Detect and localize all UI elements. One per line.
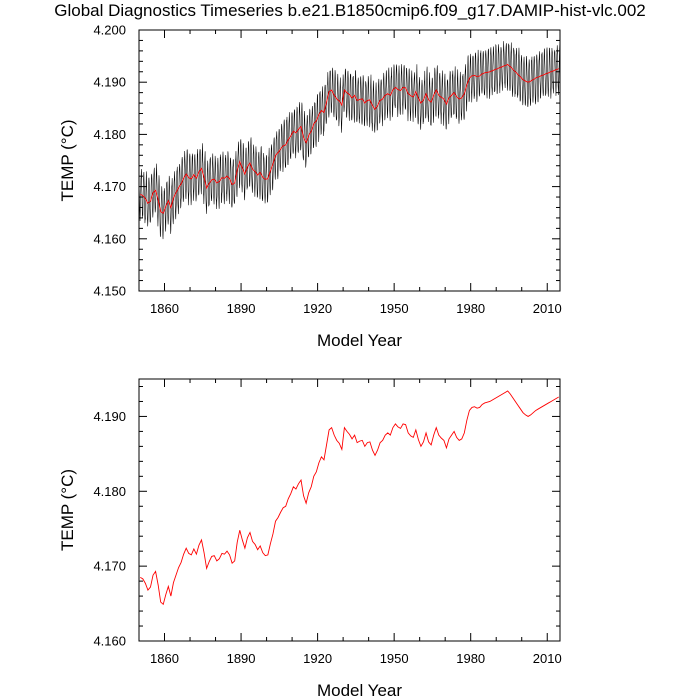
panel-2-x-tick-label: 1980 bbox=[456, 651, 485, 666]
panel-2-x-tick-label: 1950 bbox=[380, 651, 409, 666]
panel-1-x-tick-label: 1890 bbox=[227, 301, 256, 316]
panel-1-x-tick-label: 2010 bbox=[533, 301, 562, 316]
panel-1-x-tick-label: 1860 bbox=[150, 301, 179, 316]
panel-2-x-axis-label: Model Year bbox=[317, 681, 402, 700]
panel-1-x-tick-label: 1980 bbox=[456, 301, 485, 316]
figure-title: Global Diagnostics Timeseries b.e21.B185… bbox=[54, 1, 646, 20]
panel-1-frame bbox=[138, 29, 561, 292]
panel-1-x-tick-label: 1950 bbox=[380, 301, 409, 316]
panel-1-x-tick-label: 1920 bbox=[303, 301, 332, 316]
panel-2-x-tick-label: 1920 bbox=[303, 651, 332, 666]
panel-1-y-tick-label: 4.180 bbox=[93, 127, 126, 142]
panel-2-y-tick-label: 4.160 bbox=[93, 634, 126, 649]
panel-1-y-tick-label: 4.150 bbox=[93, 284, 126, 299]
panel-2-x-tick-label: 2010 bbox=[533, 651, 562, 666]
panel-2-y-axis-label: TEMP (°C) bbox=[58, 469, 77, 551]
panel-2-x-tick-label: 1890 bbox=[227, 651, 256, 666]
panel-2-y-tick-label: 4.180 bbox=[93, 484, 126, 499]
panel-1-y-tick-label: 4.190 bbox=[93, 75, 126, 90]
panel-1-x-axis-label: Model Year bbox=[317, 331, 402, 350]
panel-1-y-tick-label: 4.200 bbox=[93, 23, 126, 38]
panel-2-x-tick-label: 1860 bbox=[150, 651, 179, 666]
panel-2-y-tick-label: 4.170 bbox=[93, 559, 126, 574]
panel-2-y-tick-label: 4.190 bbox=[93, 409, 126, 424]
panel-1-y-tick-label: 4.160 bbox=[93, 231, 126, 246]
panel-2-annual-series-line bbox=[140, 390, 559, 606]
panel-1-monthly-series-line bbox=[138, 41, 561, 240]
panel-1-y-tick-label: 4.170 bbox=[93, 179, 126, 194]
panel-2-frame bbox=[138, 378, 561, 642]
panel-1-annual-series-line bbox=[140, 63, 559, 214]
panel-1-y-axis-label: TEMP (°C) bbox=[58, 119, 77, 201]
